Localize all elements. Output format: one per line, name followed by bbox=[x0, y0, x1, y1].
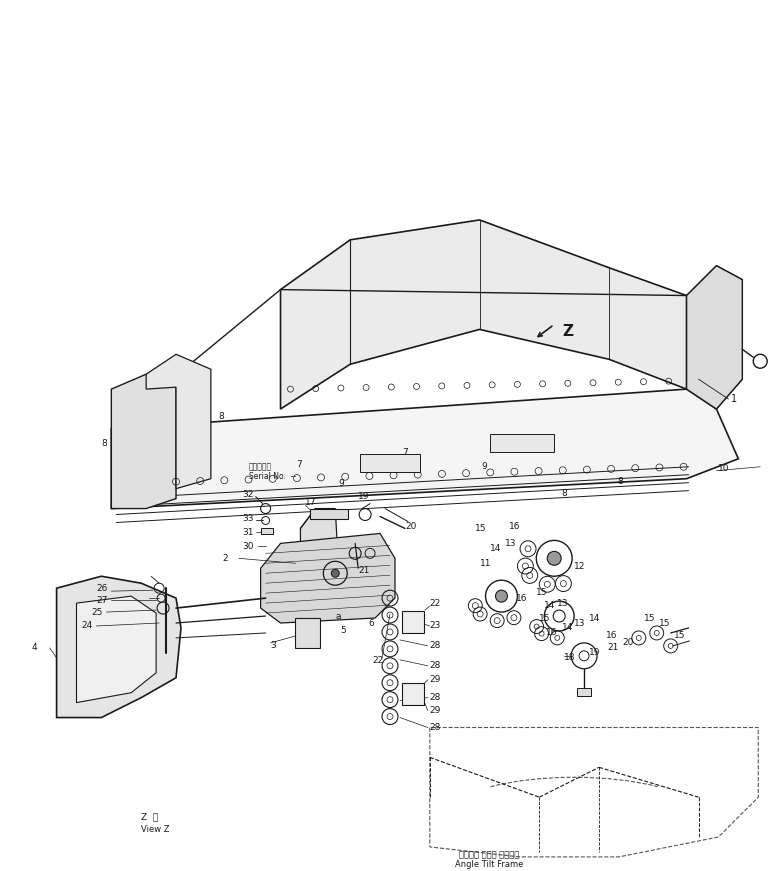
Text: 21: 21 bbox=[607, 644, 619, 652]
Text: 28: 28 bbox=[430, 641, 441, 651]
Text: 9: 9 bbox=[338, 479, 344, 488]
Text: Serial No.  --: Serial No. -- bbox=[248, 472, 296, 481]
Text: View Z: View Z bbox=[141, 825, 169, 834]
Text: 16: 16 bbox=[606, 631, 618, 640]
Bar bbox=[490, 434, 555, 452]
Text: 16: 16 bbox=[509, 522, 521, 531]
Text: 18: 18 bbox=[564, 653, 576, 662]
Text: 27: 27 bbox=[96, 596, 108, 604]
Text: 7: 7 bbox=[297, 460, 302, 469]
Text: 3: 3 bbox=[270, 641, 276, 651]
Text: 25: 25 bbox=[91, 608, 103, 617]
Polygon shape bbox=[686, 266, 742, 409]
Text: 28: 28 bbox=[430, 661, 441, 671]
Text: 32: 32 bbox=[243, 490, 254, 499]
Text: 8: 8 bbox=[617, 477, 622, 486]
Text: 23: 23 bbox=[430, 622, 441, 631]
Text: 14: 14 bbox=[589, 613, 601, 623]
Text: 24: 24 bbox=[81, 622, 93, 631]
Text: Z  図: Z 図 bbox=[141, 813, 159, 821]
Text: 15: 15 bbox=[537, 588, 547, 597]
Bar bbox=[310, 509, 348, 518]
Text: 10: 10 bbox=[719, 464, 730, 473]
Text: 21: 21 bbox=[358, 566, 369, 575]
Bar bbox=[402, 683, 424, 705]
Text: 11: 11 bbox=[480, 559, 491, 568]
Text: 8: 8 bbox=[102, 439, 107, 449]
Text: 15: 15 bbox=[475, 524, 486, 533]
Text: a: a bbox=[335, 611, 341, 620]
Circle shape bbox=[547, 551, 562, 565]
Text: 8: 8 bbox=[219, 413, 225, 422]
Text: 7: 7 bbox=[402, 449, 408, 457]
Text: ページ番号: ページ番号 bbox=[248, 463, 272, 471]
Text: 15: 15 bbox=[658, 618, 670, 627]
Text: 12: 12 bbox=[574, 562, 586, 571]
Polygon shape bbox=[295, 618, 320, 648]
Bar bbox=[360, 454, 420, 472]
Text: 19: 19 bbox=[589, 648, 601, 658]
Text: 17: 17 bbox=[305, 498, 317, 507]
Circle shape bbox=[331, 570, 339, 577]
Text: 5: 5 bbox=[341, 626, 346, 636]
Text: 15: 15 bbox=[674, 631, 685, 640]
Text: 28: 28 bbox=[430, 693, 441, 702]
Bar bbox=[577, 688, 591, 696]
Text: 26: 26 bbox=[96, 584, 108, 592]
Text: 15: 15 bbox=[644, 613, 655, 623]
Bar bbox=[261, 529, 273, 535]
Text: アングル チルト フレーム: アングル チルト フレーム bbox=[459, 850, 519, 860]
Bar bbox=[402, 611, 424, 633]
Text: 28: 28 bbox=[430, 723, 441, 732]
Text: 33: 33 bbox=[243, 514, 254, 523]
Text: 14: 14 bbox=[490, 544, 501, 553]
Text: 14: 14 bbox=[562, 624, 573, 632]
Text: 22: 22 bbox=[372, 657, 383, 665]
Polygon shape bbox=[686, 266, 742, 409]
Polygon shape bbox=[56, 577, 181, 718]
Polygon shape bbox=[112, 375, 176, 509]
Text: 13: 13 bbox=[557, 598, 569, 608]
Text: 1: 1 bbox=[731, 394, 737, 404]
Text: 19: 19 bbox=[358, 492, 369, 501]
Polygon shape bbox=[112, 389, 738, 509]
Text: Angle Tilt Frame: Angle Tilt Frame bbox=[455, 861, 524, 869]
Text: Z: Z bbox=[562, 324, 573, 339]
Text: 16: 16 bbox=[546, 629, 558, 638]
Text: 30: 30 bbox=[243, 542, 254, 550]
Text: 20: 20 bbox=[622, 638, 633, 647]
Polygon shape bbox=[280, 220, 686, 409]
Text: 9: 9 bbox=[482, 463, 487, 471]
Text: 29: 29 bbox=[430, 675, 441, 685]
Text: 31: 31 bbox=[243, 528, 254, 537]
Polygon shape bbox=[301, 509, 341, 618]
Polygon shape bbox=[146, 354, 211, 489]
Text: 13: 13 bbox=[574, 618, 586, 627]
Text: 15: 15 bbox=[540, 613, 551, 623]
Text: 16: 16 bbox=[516, 594, 528, 603]
Text: 14: 14 bbox=[544, 601, 555, 610]
Text: 22: 22 bbox=[430, 598, 441, 608]
Text: 29: 29 bbox=[430, 706, 441, 715]
Text: 4: 4 bbox=[32, 644, 37, 652]
Circle shape bbox=[495, 591, 508, 602]
Polygon shape bbox=[261, 533, 395, 623]
Text: 2: 2 bbox=[223, 554, 228, 563]
Text: 8: 8 bbox=[562, 490, 567, 498]
Polygon shape bbox=[77, 596, 156, 703]
Text: 20: 20 bbox=[405, 522, 416, 531]
Text: 13: 13 bbox=[505, 539, 517, 548]
Text: 6: 6 bbox=[368, 618, 374, 627]
